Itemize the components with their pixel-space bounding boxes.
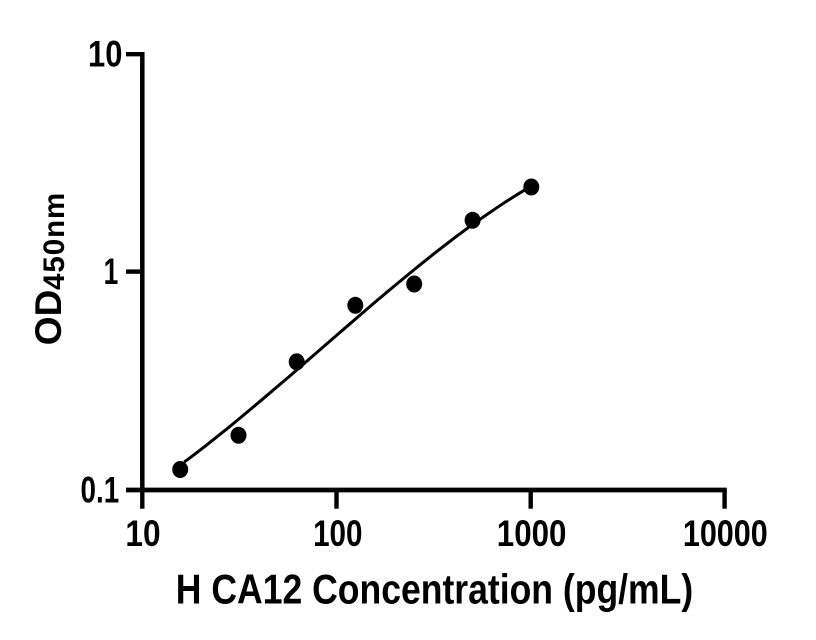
svg-text:0.1: 0.1 — [81, 470, 120, 511]
svg-text:10: 10 — [88, 34, 122, 75]
svg-text:1: 1 — [104, 251, 119, 292]
svg-text:450nm: 450nm — [38, 192, 71, 290]
svg-text:10000: 10000 — [683, 513, 768, 554]
svg-text:100: 100 — [313, 514, 362, 555]
svg-text:OD: OD — [28, 290, 69, 346]
svg-text:1000: 1000 — [497, 514, 567, 555]
svg-text:10: 10 — [125, 514, 160, 555]
svg-text:H CA12 Concentration (pg/mL): H CA12 Concentration (pg/mL) — [176, 567, 693, 613]
